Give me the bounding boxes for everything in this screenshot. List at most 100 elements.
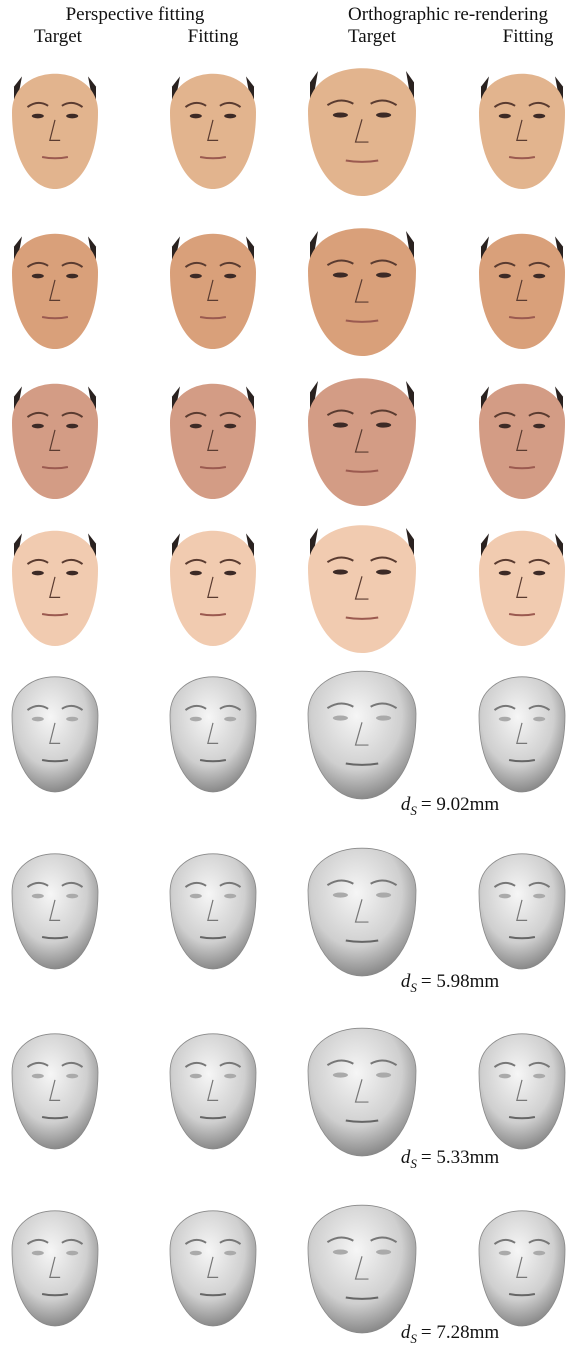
face-image bbox=[479, 384, 565, 499]
eye bbox=[66, 717, 78, 722]
eye bbox=[224, 571, 236, 576]
eye bbox=[376, 273, 391, 278]
distance-value: = 7.28mm bbox=[421, 1322, 499, 1343]
head bbox=[12, 531, 98, 646]
head bbox=[170, 74, 256, 189]
eye bbox=[224, 894, 236, 899]
group-title: Perspective fitting bbox=[66, 4, 205, 25]
symbol: d bbox=[401, 1147, 411, 1168]
face-image bbox=[308, 671, 416, 799]
head bbox=[170, 854, 256, 969]
eye bbox=[333, 570, 348, 575]
eye bbox=[333, 113, 348, 118]
distance-value: = 9.02mm bbox=[421, 794, 499, 815]
face-image bbox=[308, 68, 416, 196]
eye bbox=[533, 114, 545, 119]
eye bbox=[376, 113, 391, 118]
distance-label: dS= 5.33mm bbox=[401, 1147, 499, 1171]
eye bbox=[32, 274, 44, 279]
eye bbox=[499, 571, 511, 576]
face-image bbox=[479, 1034, 565, 1149]
distance-label: dS= 5.98mm bbox=[401, 971, 499, 995]
head bbox=[308, 378, 416, 506]
face-image bbox=[170, 234, 256, 349]
eye bbox=[66, 1251, 78, 1256]
face-image bbox=[308, 848, 416, 976]
face-image bbox=[308, 1028, 416, 1156]
face-image bbox=[308, 378, 416, 506]
eye bbox=[190, 274, 202, 279]
face-image bbox=[12, 854, 98, 969]
distance-value: = 5.98mm bbox=[421, 971, 499, 992]
head bbox=[479, 384, 565, 499]
eye bbox=[66, 1074, 78, 1079]
head bbox=[170, 234, 256, 349]
eye bbox=[499, 114, 511, 119]
eye bbox=[32, 114, 44, 119]
head bbox=[12, 384, 98, 499]
distance-label: dS= 9.02mm bbox=[401, 794, 499, 818]
head bbox=[170, 1211, 256, 1326]
eye bbox=[190, 114, 202, 119]
head bbox=[12, 1211, 98, 1326]
eye bbox=[224, 274, 236, 279]
eye bbox=[32, 1074, 44, 1079]
head bbox=[170, 1034, 256, 1149]
distance-value: = 5.33mm bbox=[421, 1147, 499, 1168]
column-title: Target bbox=[34, 26, 83, 47]
distance-label: dS= 7.28mm bbox=[401, 1322, 499, 1346]
head bbox=[308, 671, 416, 799]
eye bbox=[224, 1074, 236, 1079]
eye bbox=[533, 894, 545, 899]
eye bbox=[533, 1251, 545, 1256]
head bbox=[479, 234, 565, 349]
face-image bbox=[479, 677, 565, 792]
column-title: Target bbox=[348, 26, 397, 47]
eye bbox=[499, 424, 511, 429]
eye bbox=[499, 1251, 511, 1256]
head bbox=[479, 677, 565, 792]
face-image bbox=[479, 854, 565, 969]
face-image bbox=[479, 1211, 565, 1326]
eye bbox=[190, 894, 202, 899]
eye bbox=[499, 274, 511, 279]
subscript: S bbox=[410, 1331, 417, 1346]
head bbox=[12, 1034, 98, 1149]
face-image bbox=[170, 1211, 256, 1326]
eye bbox=[499, 1074, 511, 1079]
eye bbox=[333, 273, 348, 278]
face-image bbox=[12, 74, 98, 189]
head bbox=[170, 531, 256, 646]
faces bbox=[12, 68, 565, 1333]
face-image bbox=[479, 234, 565, 349]
head bbox=[479, 854, 565, 969]
face-image bbox=[12, 677, 98, 792]
eye bbox=[533, 717, 545, 722]
eye bbox=[66, 424, 78, 429]
eye bbox=[499, 717, 511, 722]
head bbox=[12, 74, 98, 189]
head bbox=[170, 384, 256, 499]
eye bbox=[376, 716, 391, 721]
face-image bbox=[12, 1211, 98, 1326]
symbol: d bbox=[401, 794, 411, 815]
face-image bbox=[170, 677, 256, 792]
eye bbox=[333, 716, 348, 721]
head bbox=[12, 854, 98, 969]
face-image bbox=[12, 234, 98, 349]
head bbox=[308, 1205, 416, 1333]
face-image bbox=[12, 384, 98, 499]
eye bbox=[224, 1251, 236, 1256]
eye bbox=[66, 571, 78, 576]
face-image bbox=[308, 1205, 416, 1333]
eye bbox=[32, 1251, 44, 1256]
eye bbox=[533, 1074, 545, 1079]
eye bbox=[66, 894, 78, 899]
eye bbox=[499, 894, 511, 899]
head bbox=[479, 1034, 565, 1149]
face-image bbox=[170, 531, 256, 646]
eye bbox=[376, 893, 391, 898]
eye bbox=[333, 1250, 348, 1255]
head bbox=[308, 525, 416, 653]
face-image bbox=[12, 531, 98, 646]
